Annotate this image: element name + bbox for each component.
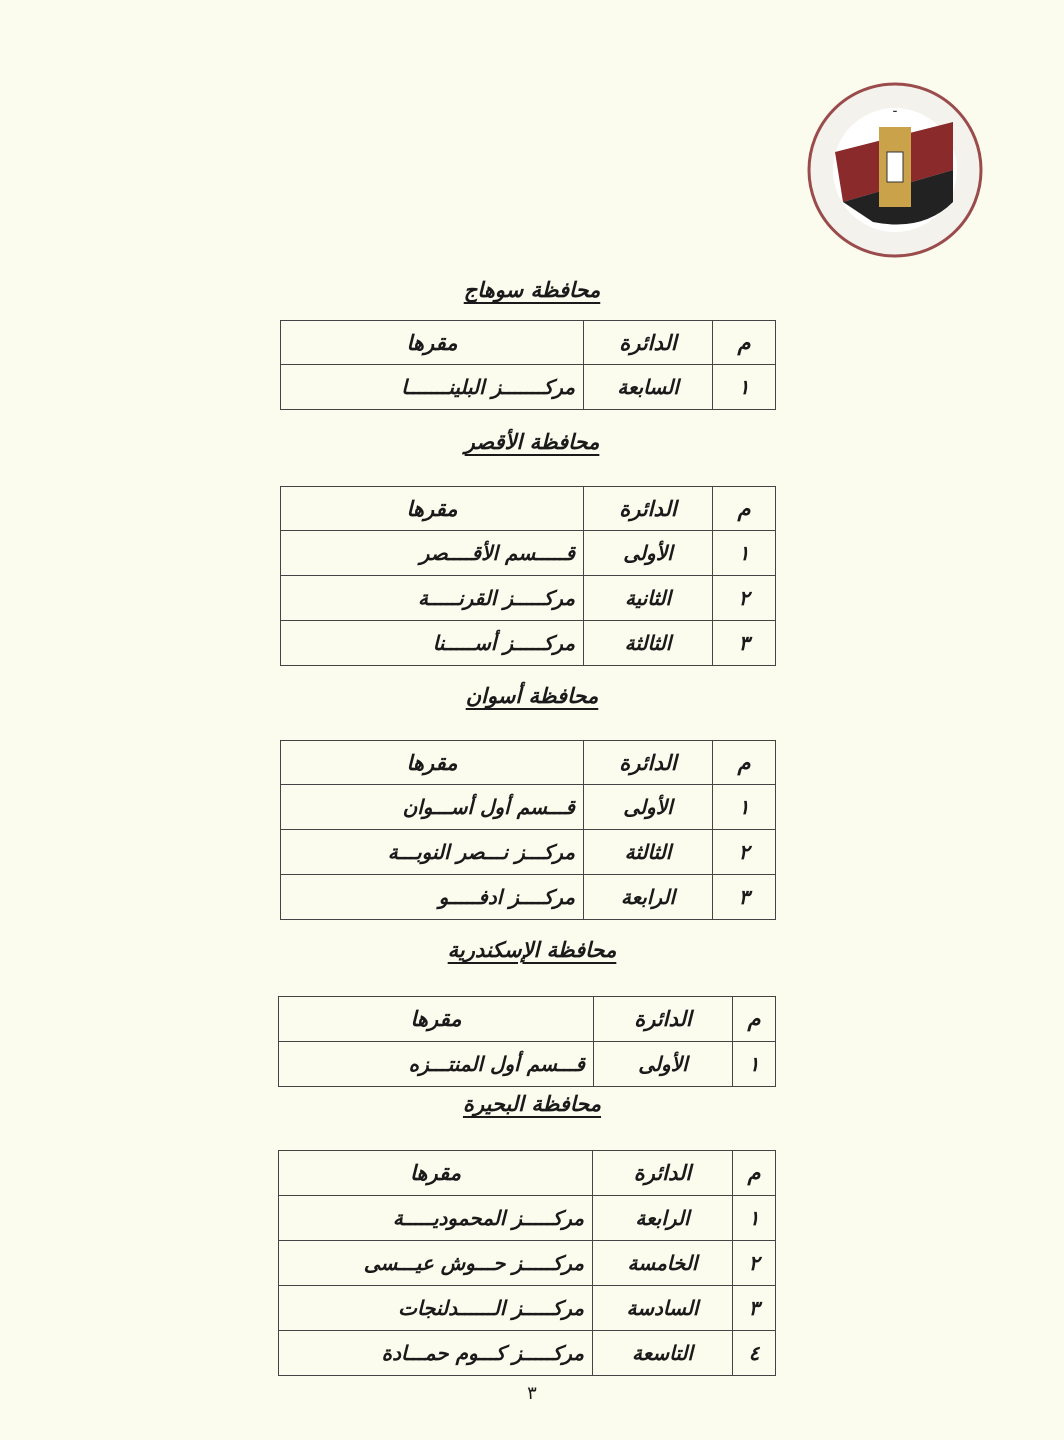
governorate-title-text: محافظة الإسكندرية <box>447 938 617 962</box>
governorate-title-text: محافظة الأقصر <box>464 430 600 454</box>
row-seat: قـــسم أول المنتـــزه <box>278 1041 594 1087</box>
row-district: التاسعة <box>592 1330 733 1376</box>
districts-table: م الدائرة مقرها ١ السابعة مركـــــــز ال… <box>280 320 776 410</box>
row-seat: مركـــــز الــــــدلنجات <box>278 1285 593 1331</box>
table-header: م الدائرة مقرها <box>278 1150 776 1196</box>
row-num: ١ <box>732 1195 776 1241</box>
row-district: الخامسة <box>592 1240 733 1286</box>
districts-table: م الدائرة مقرها ١ الأولى قـــــسم الأقــ… <box>280 486 776 666</box>
row-num: ٣ <box>712 874 776 920</box>
header-num: م <box>712 320 776 365</box>
row-district: الرابعة <box>583 874 713 920</box>
header-district: الدائرة <box>593 996 733 1042</box>
table-header: م الدائرة مقرها <box>280 486 776 531</box>
table-row: ٤ التاسعة مركـــــز كـــوم حمـــادة <box>278 1330 776 1376</box>
table-header: م الدائرة مقرها <box>280 320 776 365</box>
governorate-title: محافظة سوهاج <box>0 278 1064 302</box>
national-election-authority-logo: ـ <box>803 82 987 262</box>
row-district: الأولى <box>583 784 713 830</box>
row-district: الأولى <box>583 530 713 576</box>
row-seat: مركـــــز أســـــنا <box>280 620 584 666</box>
row-num: ١ <box>732 1041 776 1087</box>
header-district: الدائرة <box>583 486 713 531</box>
row-district: الرابعة <box>592 1195 733 1241</box>
districts-table: م الدائرة مقرها ١ الأولى قـــسم أول أســ… <box>280 740 776 920</box>
row-num: ١ <box>712 364 776 410</box>
header-num: م <box>732 996 776 1042</box>
row-num: ٣ <box>712 620 776 666</box>
row-num: ١ <box>712 784 776 830</box>
header-district: الدائرة <box>583 740 713 785</box>
header-seat: مقرها <box>280 740 584 785</box>
row-num: ١ <box>712 530 776 576</box>
row-num: ٣ <box>732 1285 776 1331</box>
row-num: ٢ <box>712 829 776 875</box>
table-row: ١ الرابعة مركـــــز المحموديـــــة <box>278 1195 776 1241</box>
table-row: ٣ الثالثة مركـــــز أســـــنا <box>280 620 776 666</box>
governorate-title: محافظة الأقصر <box>0 430 1064 454</box>
row-district: الثالثة <box>583 620 713 666</box>
header-seat: مقرها <box>280 320 584 365</box>
row-seat: قـــــسم الأقــــصر <box>280 530 584 576</box>
row-seat: قـــسم أول أســـوان <box>280 784 584 830</box>
svg-text:ـ: ـ <box>892 104 897 115</box>
table-row: ١ السابعة مركـــــــز البلينـــــــا <box>280 364 776 410</box>
row-district: الثانية <box>583 575 713 621</box>
table-row: ١ الأولى قـــسم أول المنتـــزه <box>278 1041 776 1087</box>
header-num: م <box>712 740 776 785</box>
header-district: الدائرة <box>583 320 713 365</box>
row-seat: مركـــز نـــصر النوبـــة <box>280 829 584 875</box>
row-seat: مركـــــز القرنـــــة <box>280 575 584 621</box>
row-seat: مركــــز ادفـــــو <box>280 874 584 920</box>
header-seat: مقرها <box>278 996 594 1042</box>
row-district: السابعة <box>583 364 713 410</box>
header-num: م <box>712 486 776 531</box>
districts-table: م الدائرة مقرها ١ الرابعة مركـــــز المح… <box>278 1150 776 1376</box>
row-num: ٤ <box>732 1330 776 1376</box>
row-seat: مركـــــز كـــوم حمـــادة <box>278 1330 593 1376</box>
row-seat: مركـــــز حـــوش عيـــسى <box>278 1240 593 1286</box>
governorate-title-text: محافظة سوهاج <box>463 278 601 302</box>
table-header: م الدائرة مقرها <box>278 996 776 1042</box>
table-row: ٣ السادسة مركـــــز الــــــدلنجات <box>278 1285 776 1331</box>
table-row: ١ الأولى قـــــسم الأقــــصر <box>280 530 776 576</box>
governorate-title: محافظة البحيرة <box>0 1092 1064 1116</box>
table-row: ٢ الثانية مركـــــز القرنـــــة <box>280 575 776 621</box>
governorate-title-text: محافظة البحيرة <box>462 1092 602 1116</box>
row-seat: مركـــــز المحموديـــــة <box>278 1195 593 1241</box>
header-seat: مقرها <box>278 1150 593 1196</box>
page-number: ٣ <box>527 1383 537 1404</box>
row-seat: مركـــــــز البلينـــــــا <box>280 364 584 410</box>
row-num: ٢ <box>712 575 776 621</box>
header-num: م <box>732 1150 776 1196</box>
header-seat: مقرها <box>280 486 584 531</box>
table-row: ٢ الثالثة مركـــز نـــصر النوبـــة <box>280 829 776 875</box>
table-row: ١ الأولى قـــسم أول أســـوان <box>280 784 776 830</box>
row-district: السادسة <box>592 1285 733 1331</box>
row-num: ٢ <box>732 1240 776 1286</box>
table-header: م الدائرة مقرها <box>280 740 776 785</box>
row-district: الأولى <box>593 1041 733 1087</box>
table-row: ٣ الرابعة مركــــز ادفـــــو <box>280 874 776 920</box>
governorate-title: محافظة أسوان <box>0 684 1064 708</box>
districts-table: م الدائرة مقرها ١ الأولى قـــسم أول المن… <box>278 996 776 1087</box>
row-district: الثالثة <box>583 829 713 875</box>
table-row: ٢ الخامسة مركـــــز حـــوش عيـــسى <box>278 1240 776 1286</box>
governorate-title: محافظة الإسكندرية <box>0 938 1064 962</box>
governorate-title-text: محافظة أسوان <box>465 684 599 708</box>
header-district: الدائرة <box>592 1150 733 1196</box>
